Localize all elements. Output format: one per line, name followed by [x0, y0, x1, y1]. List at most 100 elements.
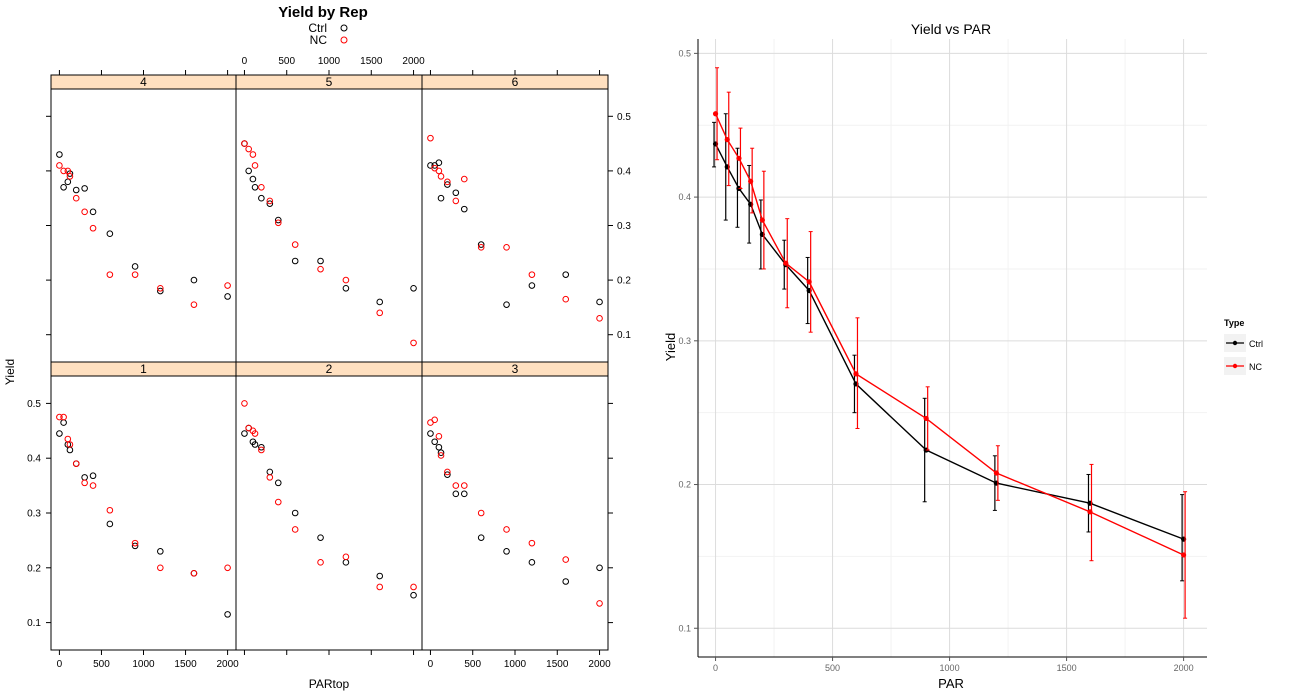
y-tick-label: 0.2: [678, 480, 691, 490]
data-point: [131, 542, 139, 550]
data-point: [249, 151, 257, 158]
data-point: [317, 257, 324, 265]
panel-strip-label: 5: [326, 75, 333, 89]
data-point: [376, 572, 384, 580]
data-point: [258, 183, 265, 191]
data-point: [477, 241, 485, 248]
data-point: [748, 178, 754, 184]
data-point: [477, 244, 485, 251]
x-tick-label: 500: [464, 659, 481, 670]
line-chart-y-label: Yield: [663, 333, 678, 361]
panel-6: 6: [421, 74, 609, 363]
data-point: [452, 490, 460, 498]
line-chart-grid: [698, 39, 1207, 657]
data-point: [106, 230, 114, 237]
data-point: [783, 260, 789, 266]
data-point: [56, 162, 63, 169]
x-tick-label: 1000: [318, 56, 341, 67]
data-point: [342, 284, 350, 292]
x-tick-label: 1500: [1057, 663, 1077, 673]
data-point: [251, 183, 259, 191]
data-point: [503, 526, 510, 533]
line-chart-legend: Type Ctrl NC: [1224, 318, 1263, 375]
data-point: [376, 298, 384, 306]
x-tick-label: 1000: [132, 659, 155, 670]
data-point: [528, 539, 536, 547]
data-point: [224, 282, 231, 289]
data-point: [258, 446, 265, 454]
x-tick-label: 0: [428, 659, 434, 670]
y-tick-label: 0.3: [678, 336, 691, 346]
data-point: [342, 553, 350, 561]
data-point: [72, 186, 80, 194]
data-point: [376, 309, 384, 317]
data-point: [503, 244, 510, 251]
data-point: [596, 600, 603, 607]
data-point: [266, 468, 274, 476]
data-point: [562, 556, 570, 563]
y-tick-label: 0.5: [27, 399, 41, 410]
data-point: [131, 539, 139, 547]
y-tick-label: 0.3: [27, 509, 41, 520]
x-tick-label: 1500: [546, 659, 569, 670]
x-tick-label: 2000: [588, 659, 611, 670]
data-point: [452, 482, 460, 489]
data-point: [249, 175, 257, 183]
data-point: [460, 482, 468, 489]
panel-strip-label: 3: [512, 362, 519, 376]
data-point: [81, 208, 88, 216]
y-tick-label: 0.4: [617, 166, 631, 177]
data-point: [291, 241, 299, 248]
y-tick-label: 0.2: [27, 563, 41, 574]
y-tick-label: 0.1: [617, 330, 631, 341]
data-point: [274, 498, 282, 506]
data-point: [72, 460, 80, 467]
data-point: [64, 435, 72, 443]
panel-frame: [50, 361, 237, 651]
data-point: [106, 520, 114, 528]
data-point: [224, 293, 231, 300]
x-tick-label: 0: [713, 663, 718, 673]
data-point: [503, 548, 510, 555]
data-point: [266, 200, 274, 207]
data-point: [81, 474, 88, 481]
data-point: [736, 155, 742, 161]
data-point: [562, 578, 570, 585]
data-point: [66, 446, 74, 454]
data-point: [60, 413, 67, 421]
data-point: [266, 474, 274, 481]
data-point: [56, 430, 63, 437]
legend-key-ctrl-point: [1232, 340, 1238, 346]
data-point: [452, 189, 460, 197]
panel-frame: [421, 74, 609, 363]
y-tick-label: 0.5: [617, 112, 631, 123]
data-point: [251, 441, 259, 448]
data-point: [437, 452, 445, 459]
data-point: [60, 183, 67, 191]
lattice-axes: 0 500 1000 1500 2000 0 500 1000 1500 2000 0 500 1000…: [27, 56, 631, 670]
series-nc: [712, 67, 1188, 619]
y-tick-label: 0.1: [27, 618, 41, 629]
panel-5: 5: [235, 74, 423, 363]
data-point: [427, 430, 434, 437]
data-point: [274, 479, 282, 487]
lattice-chart: Yield by Rep Ctrl NC PARtop Yield 4 5 6 1 2 3…: [3, 4, 631, 691]
data-point: [274, 216, 282, 224]
data-point: [241, 430, 248, 437]
line-chart-series: [712, 67, 1188, 619]
data-point: [190, 276, 198, 284]
data-point: [81, 185, 88, 192]
data-point: [190, 301, 198, 308]
x-tick-label: 0: [242, 56, 248, 67]
data-point: [317, 265, 324, 273]
data-point: [435, 167, 443, 175]
lattice-title: Yield by Rep: [278, 4, 367, 21]
data-point: [1087, 509, 1093, 515]
data-point: [245, 145, 252, 153]
data-point: [72, 194, 80, 202]
panel-2: 2: [235, 361, 423, 651]
data-point: [64, 167, 72, 175]
lattice-legend: Ctrl NC: [308, 21, 348, 47]
data-point: [452, 197, 460, 205]
data-point: [342, 559, 350, 566]
